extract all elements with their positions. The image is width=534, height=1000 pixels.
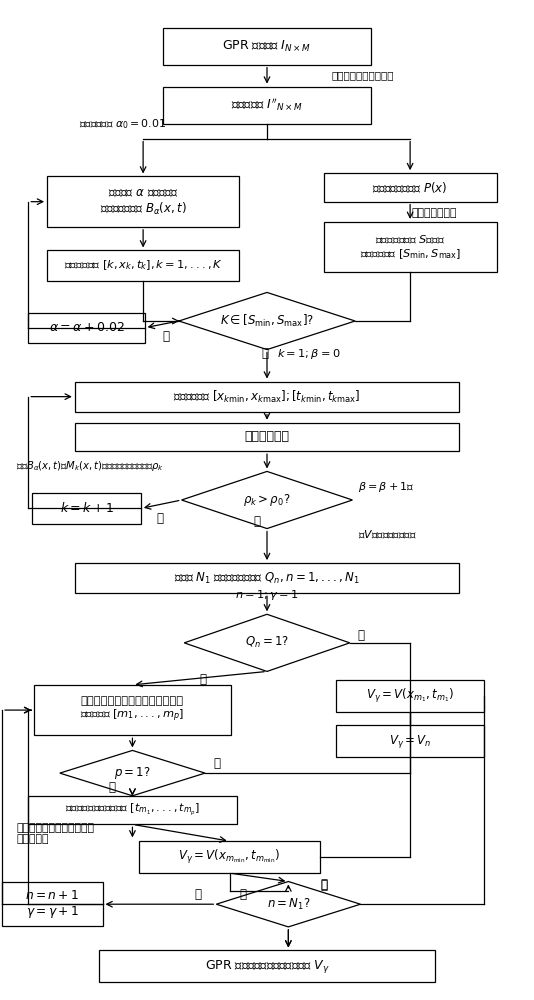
Text: 否: 否	[162, 330, 169, 343]
FancyBboxPatch shape	[28, 313, 145, 343]
Text: 是: 是	[254, 515, 261, 528]
FancyBboxPatch shape	[28, 796, 237, 824]
Text: 提取各顶点的时间维序号 $[t_{m_1},...,t_{m_p}]$: 提取各顶点的时间维序号 $[t_{m_1},...,t_{m_p}]$	[65, 802, 200, 818]
FancyBboxPatch shape	[336, 680, 484, 712]
Text: $n=n+1$
$\gamma=\gamma+1$: $n=n+1$ $\gamma=\gamma+1$	[25, 889, 80, 920]
FancyBboxPatch shape	[75, 382, 459, 412]
Text: 是: 是	[214, 757, 221, 770]
FancyBboxPatch shape	[336, 725, 484, 757]
Polygon shape	[184, 614, 350, 671]
Text: $V_\gamma=V(x_{m_1},t_{m_1})$: $V_\gamma=V(x_{m_1},t_{m_1})$	[366, 687, 454, 705]
FancyBboxPatch shape	[163, 28, 371, 65]
FancyBboxPatch shape	[324, 222, 497, 272]
FancyBboxPatch shape	[324, 173, 497, 202]
Text: 潜在目标的个数 $S$，设定
目标个数范围 $[S_{\min},S_{\max}]$: 潜在目标的个数 $S$，设定 目标个数范围 $[S_{\min},S_{\max…	[359, 233, 461, 261]
Text: 局部极大值提取: 局部极大值提取	[411, 208, 457, 218]
FancyBboxPatch shape	[47, 176, 239, 227]
Text: $K\in[S_{\min},S_{\max}]$?: $K\in[S_{\min},S_{\max}]$?	[220, 313, 314, 329]
Text: 否: 否	[199, 673, 207, 686]
Text: GPR 记录剖面中的顶点估计序列 $V_\gamma$: GPR 记录剖面中的顶点估计序列 $V_\gamma$	[205, 958, 329, 975]
Text: 是: 是	[262, 347, 269, 360]
Text: 否: 否	[239, 888, 247, 901]
Text: 计算$B_\alpha(x,t)$与$M_k(x,t)$在匹配区间中的匹配度$\rho_k$: 计算$B_\alpha(x,t)$与$M_k(x,t)$在匹配区间中的匹配度$\…	[16, 459, 164, 473]
FancyBboxPatch shape	[34, 685, 231, 735]
Text: $\rho_k>\rho_0$?: $\rho_k>\rho_0$?	[244, 492, 290, 508]
FancyBboxPatch shape	[32, 493, 141, 524]
FancyBboxPatch shape	[75, 423, 459, 451]
Text: $Q_n=1$?: $Q_n=1$?	[245, 635, 289, 650]
Text: 确定匹配区间 $[x_{k\min},x_{k\max}];[t_{k\min},t_{k\max}]$: 确定匹配区间 $[x_{k\min},x_{k\max}];[t_{k\min}…	[174, 389, 360, 405]
Text: $p=1$?: $p=1$?	[114, 765, 151, 781]
Text: 去直达波和幅度归一化: 去直达波和幅度归一化	[331, 71, 394, 81]
FancyBboxPatch shape	[139, 841, 320, 873]
Text: $V_\gamma=V(x_{m_{\min}},t_{m_{\min}})$: $V_\gamma=V(x_{m_{\min}},t_{m_{\min}})$	[178, 848, 281, 866]
Text: 建立匹配模板: 建立匹配模板	[245, 430, 289, 443]
Polygon shape	[182, 471, 352, 529]
Text: $k=1;\beta=0$: $k=1;\beta=0$	[277, 347, 340, 361]
FancyBboxPatch shape	[47, 250, 239, 281]
Text: $\alpha=\alpha+0.02$: $\alpha=\alpha+0.02$	[49, 321, 124, 334]
Text: $V_\gamma=V_n$: $V_\gamma=V_n$	[389, 733, 431, 750]
Text: 是: 是	[320, 878, 327, 891]
Text: 否: 否	[108, 781, 116, 794]
Text: 沿测线的能量曲线 $P(x)$: 沿测线的能量曲线 $P(x)$	[373, 180, 447, 195]
Text: $n=1;\gamma=1$: $n=1;\gamma=1$	[235, 588, 299, 602]
Polygon shape	[179, 292, 355, 350]
Polygon shape	[60, 750, 205, 796]
Text: $k=k+1$: $k=k+1$	[60, 501, 113, 515]
Text: 预处理结果 $I''_{N\times M}$: 预处理结果 $I''_{N\times M}$	[231, 97, 303, 113]
FancyBboxPatch shape	[99, 950, 435, 982]
Text: 顶点估计结果 $[k,x_k,t_k],k=1,...,K$: 顶点估计结果 $[k,x_k,t_k],k=1,...,K$	[64, 259, 223, 272]
Text: GPR 原始数据 $I_{N\times M}$: GPR 原始数据 $I_{N\times M}$	[223, 39, 311, 54]
Text: 提取该簇中能量值最大的顶点，顶
点序号记为 $[m_1,...,m_p]$: 提取该簇中能量值最大的顶点，顶 点序号记为 $[m_1,...,m_p]$	[80, 696, 185, 724]
Text: 设定初始阈值 $\alpha_0=0.01$: 设定初始阈值 $\alpha_0=0.01$	[79, 117, 166, 131]
Text: 给定阈值 $\alpha$ 时的边缘检
测得到二值图像 $B_\alpha(x,t)$: 给定阈值 $\alpha$ 时的边缘检 测得到二值图像 $B_\alpha(x,…	[100, 186, 186, 217]
Text: 聚类数 $N_1$ 及各类的顶点个数 $Q_n,n=1,...,N_1$: 聚类数 $N_1$ 及各类的顶点个数 $Q_n,n=1,...,N_1$	[174, 571, 360, 586]
Text: 是: 是	[358, 629, 365, 642]
Text: 是: 是	[320, 879, 327, 892]
FancyBboxPatch shape	[75, 563, 459, 593]
Text: 提取时间点最小的顶点作为
顶点估计值: 提取时间点最小的顶点作为 顶点估计值	[16, 823, 94, 844]
FancyBboxPatch shape	[2, 882, 103, 926]
Text: $\beta=\beta+1$，: $\beta=\beta+1$，	[358, 480, 414, 494]
FancyBboxPatch shape	[163, 87, 371, 124]
Text: 否: 否	[156, 512, 164, 525]
Text: 对$V$序列进行聚类分析: 对$V$序列进行聚类分析	[358, 528, 417, 540]
Text: $n=N_1$?: $n=N_1$?	[266, 897, 310, 912]
Polygon shape	[216, 882, 360, 927]
Text: 否: 否	[194, 888, 201, 901]
